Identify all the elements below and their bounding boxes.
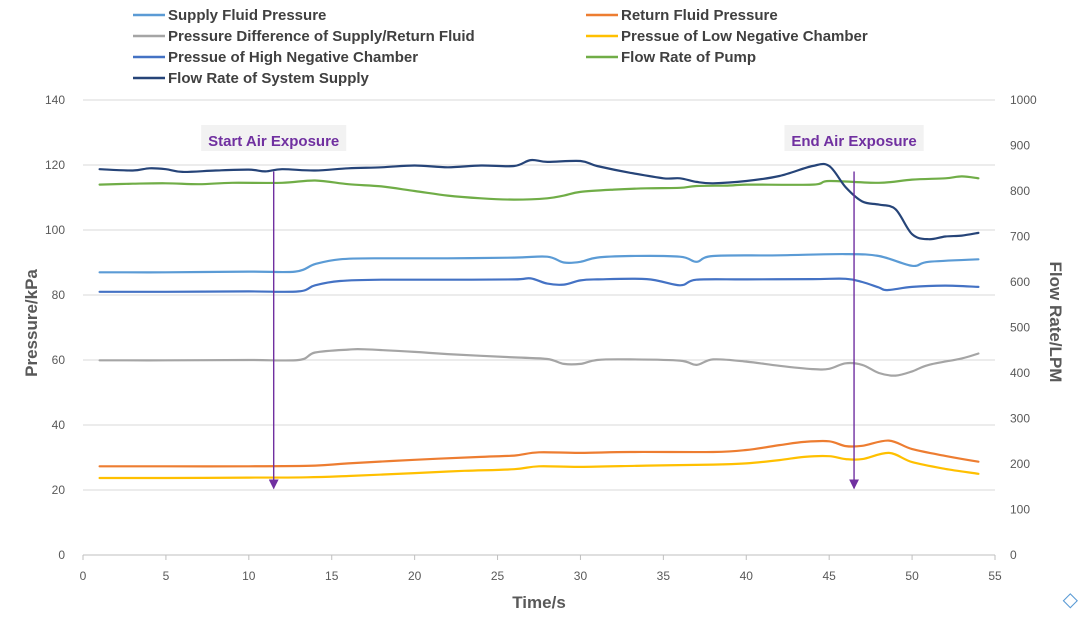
y2-tick-label: 300 [1010,412,1030,426]
x-tick-label: 5 [163,569,170,583]
x-axis-title: Time/s [512,593,566,612]
series-line-1 [98,439,980,468]
annotations: Start Air Exposure End Air Exposure [201,125,924,490]
y-tick-label: 60 [52,353,66,367]
legend: Supply Fluid Pressure Return Fluid Pressu… [133,7,868,87]
series-lines [98,158,980,480]
series-line-0 [98,252,980,274]
axis-titles: Time/s Pressure/kPa Flow Rate/LPM [22,262,1065,612]
series-line-6 [98,158,980,241]
y2-tick-label: 800 [1010,184,1030,198]
y-axis-title: Pressure/kPa [22,269,41,377]
y2-tick-label: 400 [1010,366,1030,380]
y-tick-label: 20 [52,483,66,497]
y-tick-label: 80 [52,288,66,302]
legend-label-3: Pressue of Low Negative Chamber [621,28,868,45]
annotation-label-0: Start Air Exposure [208,133,339,150]
y2-tick-label: 600 [1010,275,1030,289]
legend-label-0: Supply Fluid Pressure [168,7,326,24]
y2-tick-label: 0 [1010,548,1017,562]
x-tick-label: 20 [408,569,422,583]
x-tick-label: 10 [242,569,256,583]
y-tick-label: 120 [45,158,65,172]
x-tick-label: 40 [740,569,754,583]
x-tick-label: 0 [80,569,87,583]
y-tick-label: 40 [52,418,66,432]
legend-label-1: Return Fluid Pressure [621,7,778,24]
annotation-label-1: End Air Exposure [791,133,916,150]
y2-tick-label: 100 [1010,503,1030,517]
x-tick-label: 55 [988,569,1002,583]
y2-tick-label: 1000 [1010,93,1037,107]
y2-tick-label: 200 [1010,457,1030,471]
axes: 0 5 10 15 20 25 30 35 40 45 50 55 0 20 40 60 80 100 120 140… [45,93,1037,583]
series-line-3 [98,451,980,480]
y-tick-label: 0 [58,548,65,562]
x-tick-label: 50 [905,569,919,583]
x-tick-label: 35 [657,569,671,583]
legend-label-2: Pressure Difference of Supply/Return Flu… [168,28,475,45]
legend-label-6: Flow Rate of System Supply [168,70,370,87]
y-tick-label: 100 [45,223,65,237]
x-tick-label: 30 [574,569,588,583]
x-tick-label: 15 [325,569,339,583]
y2-tick-label: 900 [1010,139,1030,153]
grid-lines [83,99,995,491]
x-tick-label: 45 [823,569,837,583]
series-line-4 [98,277,980,293]
y2-axis-title: Flow Rate/LPM [1046,262,1065,383]
y2-tick-label: 500 [1010,321,1030,335]
legend-label-5: Flow Rate of Pump [621,49,756,66]
legend-label-4: Pressue of High Negative Chamber [168,49,418,66]
y2-tick-label: 700 [1010,230,1030,244]
annotation-box-0 [201,125,347,151]
nav-diamond-icon[interactable]: ◇ [1062,589,1078,611]
y-tick-label: 140 [45,93,65,107]
series-line-2 [98,347,980,377]
annotation-box-1 [784,125,924,151]
x-tick-label: 25 [491,569,505,583]
